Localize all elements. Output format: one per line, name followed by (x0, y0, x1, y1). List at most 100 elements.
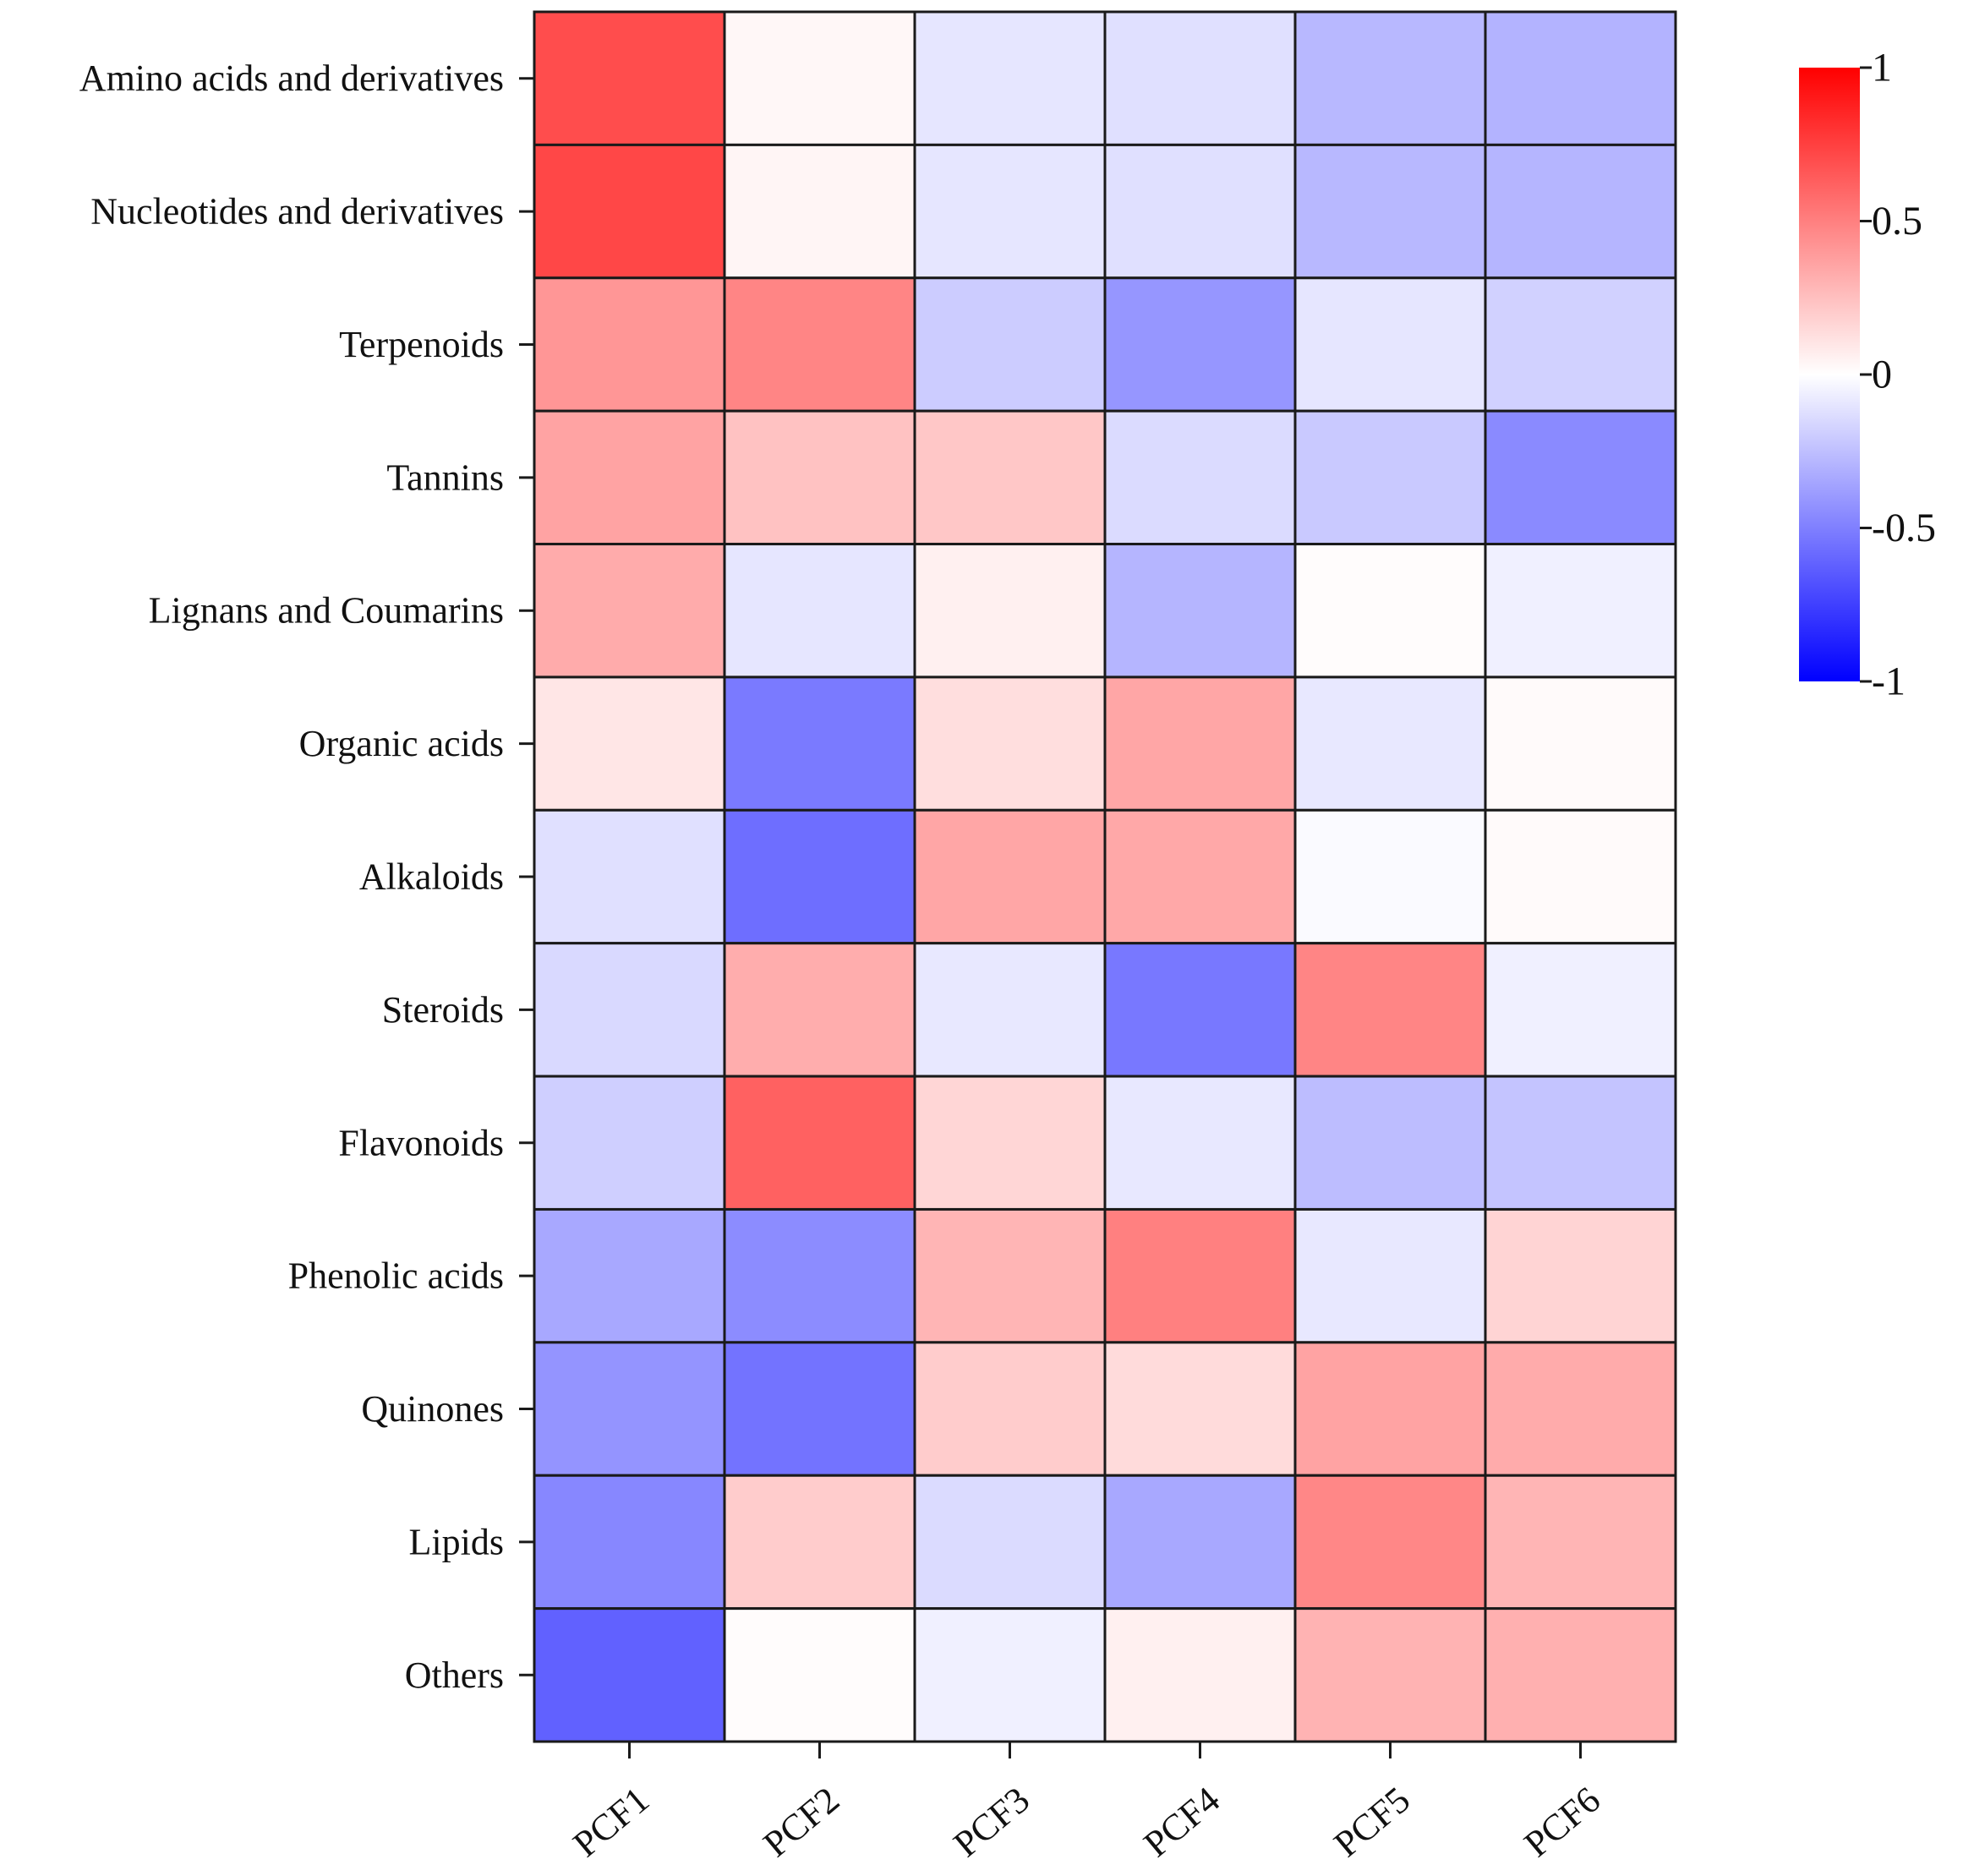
heatmap-cell (1484, 808, 1677, 945)
row-label: Organic acids (299, 723, 504, 764)
heatmap-cell (1293, 675, 1487, 812)
heatmap-cell (723, 1207, 916, 1344)
row-label: Terpenoids (339, 324, 504, 365)
heatmap-cell (533, 409, 726, 546)
heatmap-cell (1484, 1075, 1677, 1211)
heatmap-cell (1484, 1607, 1677, 1743)
heatmap-cell (533, 276, 726, 413)
row-label: Nucleotides and derivatives (90, 191, 504, 232)
heatmap-cell (1103, 942, 1297, 1078)
heatmap-cell (913, 1207, 1107, 1344)
colorbar-tick-label: -1 (1872, 659, 1906, 704)
heatmap-cell (913, 143, 1107, 280)
heatmap-cell (1484, 942, 1677, 1078)
heatmap-cell (1293, 543, 1487, 679)
heatmap-cell (913, 1341, 1107, 1477)
heatmap-cell (533, 1075, 726, 1211)
heatmap-cell (913, 409, 1107, 546)
heatmap-cell (913, 808, 1107, 945)
row-label: Alkaloids (359, 856, 504, 898)
column-label: PCF3 (946, 1779, 1037, 1865)
heatmap-cell (1484, 1474, 1677, 1611)
heatmap-cell (533, 1341, 726, 1477)
heatmap-cell (1293, 1075, 1487, 1211)
heatmap-cell (533, 10, 726, 146)
heatmap-cell (1293, 942, 1487, 1078)
heatmap-cell (1484, 143, 1677, 280)
heatmap-cell (1293, 10, 1487, 146)
heatmap-cell (1293, 1607, 1487, 1743)
row-label: Amino acids and derivatives (79, 57, 504, 99)
heatmap-cell (723, 808, 916, 945)
heatmap-cell (723, 409, 916, 546)
heatmap-cell (533, 1207, 726, 1344)
column-labels: PCF1 PCF2 PCF3 PCF4 PCF5 PCF6 (566, 1742, 1608, 1865)
heatmap-cell (1484, 1341, 1677, 1477)
heatmap-cell (533, 143, 726, 280)
heatmap-cell (723, 1474, 916, 1611)
heatmap-cell (1293, 1207, 1487, 1344)
heatmap-cell (1484, 276, 1677, 413)
heatmap-cell (723, 143, 916, 280)
heatmap-cell (913, 276, 1107, 413)
heatmap-cell (1103, 1341, 1297, 1477)
row-label: Lipids (409, 1521, 504, 1562)
heatmap-cell (723, 543, 916, 679)
column-label: PCF4 (1136, 1779, 1228, 1865)
heatmap-cell (1103, 1474, 1297, 1611)
heatmap-cell (723, 1075, 916, 1211)
heatmap-cell (913, 543, 1107, 679)
heatmap-cell (1103, 543, 1297, 679)
heatmap-cell (1484, 1207, 1677, 1344)
colorbar-tick-label: 0 (1872, 353, 1892, 397)
heatmap-cell (1103, 143, 1297, 280)
heatmap-cell (723, 675, 916, 812)
heatmap-cell (913, 10, 1107, 146)
heatmap-cell (913, 1075, 1107, 1211)
column-label: PCF2 (756, 1779, 847, 1865)
heatmap-cell (533, 675, 726, 812)
heatmap-cell (1103, 276, 1297, 413)
heatmap-cell (533, 1474, 726, 1611)
colorbar: 1 0.5 0 -0.5 -1 (1799, 46, 1936, 704)
row-label: Steroids (382, 989, 504, 1031)
heatmap-cell (913, 942, 1107, 1078)
heatmap-cell (1103, 675, 1297, 812)
row-label: Others (405, 1654, 504, 1696)
colorbar-tick-label: -0.5 (1872, 506, 1936, 550)
heatmap-cell (1293, 143, 1487, 280)
heatmap-cell (533, 942, 726, 1078)
row-label: Flavonoids (338, 1122, 504, 1163)
heatmap-cell (533, 1607, 726, 1743)
colorbar-gradient (1799, 68, 1860, 681)
heatmap-cell (1484, 409, 1677, 546)
row-label: Lignans and Coumarins (149, 590, 504, 632)
heatmap-cells (533, 10, 1677, 1743)
row-label: Quinones (361, 1388, 504, 1430)
heatmap-cell (1293, 1474, 1487, 1611)
colorbar-tick-label: 1 (1872, 46, 1892, 90)
column-label: PCF1 (566, 1779, 657, 1865)
heatmap-cell (1293, 1341, 1487, 1477)
heatmap-cell (1293, 276, 1487, 413)
heatmap-cell (723, 1341, 916, 1477)
heatmap-cell (1103, 409, 1297, 546)
heatmap-cell (723, 1607, 916, 1743)
heatmap-cell (1484, 675, 1677, 812)
heatmap-cell (1484, 543, 1677, 679)
heatmap-cell (723, 942, 916, 1078)
heatmap-cell (533, 543, 726, 679)
row-label: Phenolic acids (288, 1255, 504, 1297)
colorbar-tick-label: 0.5 (1872, 199, 1922, 243)
heatmap-cell (1293, 808, 1487, 945)
heatmap-cell (1103, 1075, 1297, 1211)
column-label: PCF5 (1326, 1779, 1418, 1865)
heatmap-cell (1103, 808, 1297, 945)
heatmap-cell (1484, 10, 1677, 146)
row-label: Tannins (386, 457, 504, 498)
heatmap-cell (533, 808, 726, 945)
heatmap-cell (913, 675, 1107, 812)
heatmap-cell (1103, 1207, 1297, 1344)
heatmap-cell (723, 276, 916, 413)
